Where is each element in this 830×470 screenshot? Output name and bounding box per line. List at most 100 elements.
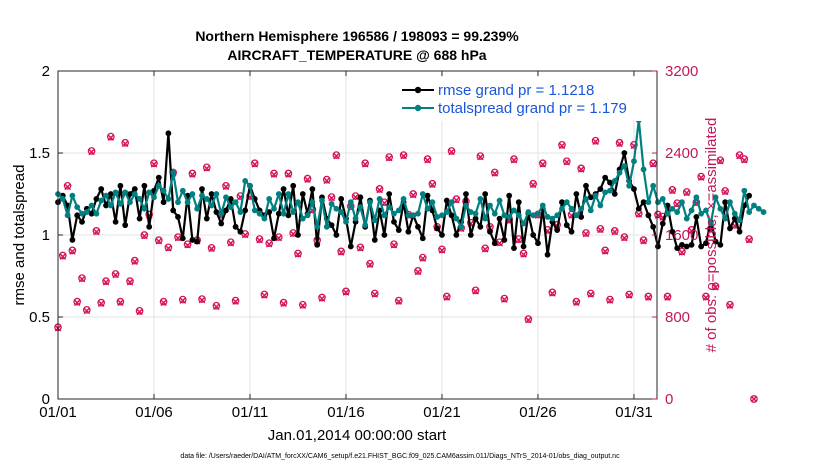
rmse-point-45 bbox=[271, 235, 277, 242]
obs-assimilated-point-12 bbox=[112, 271, 119, 279]
rmse-point-80 bbox=[439, 232, 445, 238]
axis-ticks: 01/01 01/06 01/11 01/16 01/21 01/26 01/31 0 0.5 1… bbox=[29, 63, 698, 421]
totalspread-point-54 bbox=[314, 223, 321, 230]
totalspread-point-81 bbox=[443, 209, 450, 215]
obs-assimilated-point-5 bbox=[78, 275, 86, 283]
obs-possible-point-143 bbox=[740, 155, 749, 163]
rmse-point-123 bbox=[645, 212, 652, 219]
totalspread-point-47 bbox=[280, 210, 287, 217]
obs-possible-point-55 bbox=[318, 293, 326, 302]
x-tick-label-5: 01/26 bbox=[519, 404, 557, 421]
totalspread-point-71 bbox=[395, 207, 402, 214]
totalspread-point-131 bbox=[683, 215, 690, 222]
obs-assimilated-point-118 bbox=[621, 234, 628, 242]
totalspread-point-21 bbox=[155, 182, 162, 189]
totalspread-point-50 bbox=[295, 199, 301, 206]
rmse-point-105 bbox=[559, 199, 565, 206]
obs-assimilated-point-20 bbox=[150, 160, 158, 168]
obs-possible-point-114 bbox=[601, 246, 610, 255]
rmse-point-19 bbox=[146, 223, 153, 230]
obs-assimilated-point-108 bbox=[573, 299, 580, 306]
obs-possible-point-111 bbox=[586, 289, 595, 298]
obs-possible-point-67 bbox=[375, 185, 384, 193]
obs-assimilated-point-138 bbox=[717, 157, 724, 165]
obs-assimilated-point-47 bbox=[280, 300, 287, 307]
obs-assimilated-point-75 bbox=[414, 268, 422, 276]
totalspread-point-33 bbox=[213, 191, 220, 197]
obs-assimilated-point-1 bbox=[59, 253, 67, 260]
obs-possible-point-74 bbox=[409, 190, 418, 198]
obs-possible-point-122 bbox=[639, 236, 648, 244]
rmse-point-31 bbox=[203, 215, 210, 222]
totalspread-point-130 bbox=[679, 199, 685, 206]
rmse-point-86 bbox=[467, 232, 474, 238]
rmse-series bbox=[55, 130, 753, 258]
rmse-point-66 bbox=[371, 237, 378, 243]
rmse-point-76 bbox=[419, 235, 426, 242]
obs-possible-point-15 bbox=[126, 277, 134, 285]
obs-possible-point-35 bbox=[222, 181, 230, 190]
obs-possible-point-115 bbox=[606, 295, 614, 304]
obs-assimilated-point-130 bbox=[678, 249, 686, 256]
totalspread-point-2 bbox=[64, 212, 71, 219]
obs-possible-point-130 bbox=[678, 247, 686, 256]
obs-assimilated-point-76 bbox=[419, 255, 427, 262]
obs-possible-point-4 bbox=[73, 297, 82, 306]
totalspread-point-124 bbox=[650, 182, 657, 189]
totalspread-point-7 bbox=[88, 202, 95, 209]
totalspread-point-3 bbox=[69, 192, 76, 199]
obs-possible-point-138 bbox=[716, 156, 725, 165]
totalspread-point-91 bbox=[491, 210, 498, 217]
obs-assimilated-point-2 bbox=[64, 183, 71, 191]
obs-assimilated-point-43 bbox=[261, 292, 268, 299]
obs-assimilated-point-67 bbox=[376, 186, 383, 194]
obs-possible-point-106 bbox=[562, 157, 571, 166]
rmse-point-111 bbox=[587, 194, 594, 201]
obs-assimilated-point-89 bbox=[481, 246, 489, 253]
rmse-point-110 bbox=[583, 182, 589, 189]
rmse-point-116 bbox=[611, 191, 618, 197]
totalspread-point-53 bbox=[309, 199, 316, 206]
rmse-point-25 bbox=[175, 214, 181, 220]
rmse-point-29 bbox=[194, 238, 201, 245]
obs-possible-point-98 bbox=[524, 315, 533, 323]
obs-possible-point-88 bbox=[476, 152, 485, 160]
obs-assimilated-point-10 bbox=[102, 278, 110, 286]
obs-assimilated-point-88 bbox=[477, 153, 484, 161]
rmse-point-96 bbox=[515, 199, 522, 206]
obs-assimilated-point-39 bbox=[241, 231, 249, 239]
rmse-point-128 bbox=[669, 228, 676, 235]
obs-assimilated-point-113 bbox=[597, 226, 604, 234]
totalspread-point-110 bbox=[583, 196, 589, 202]
obs-possible-point-13 bbox=[116, 297, 125, 306]
obs-possible-point-142 bbox=[735, 151, 744, 159]
obs-assimilated-point-15 bbox=[126, 278, 134, 286]
rmse-point-102 bbox=[544, 251, 551, 258]
totalspread-point-132 bbox=[688, 207, 695, 214]
rmse-point-11 bbox=[107, 191, 114, 197]
totalspread-point-17 bbox=[136, 196, 143, 202]
totalspread-point-127 bbox=[664, 210, 671, 217]
obs-possible-point-18 bbox=[140, 231, 149, 239]
obs-assimilated-point-117 bbox=[616, 140, 623, 148]
rmse-point-34 bbox=[218, 220, 225, 227]
obs-possible-point-101 bbox=[538, 159, 547, 168]
obs-possible-point-17 bbox=[135, 306, 144, 315]
obs-possible-point-97 bbox=[519, 249, 528, 258]
rmse-point-30 bbox=[199, 186, 205, 192]
obs-assimilated-point-31 bbox=[203, 165, 211, 172]
obs-assimilated-point-125 bbox=[654, 212, 662, 219]
obs-assimilated-point-37 bbox=[232, 298, 239, 305]
obs-possible-point-99 bbox=[529, 179, 538, 188]
obs-assimilated-point-18 bbox=[141, 232, 148, 240]
obs-assimilated-point-101 bbox=[539, 160, 547, 168]
totalspread-point-48 bbox=[285, 191, 292, 197]
totalspread-point-77 bbox=[424, 205, 431, 212]
totalspread-point-101 bbox=[539, 202, 546, 209]
totalspread-point-108 bbox=[573, 212, 580, 219]
totalspread-point-139 bbox=[722, 215, 729, 222]
obs-possible-point-5 bbox=[78, 274, 86, 282]
rmse-point-58 bbox=[333, 232, 340, 238]
rmse-point-89 bbox=[482, 191, 489, 197]
rmse-point-133 bbox=[693, 214, 700, 220]
